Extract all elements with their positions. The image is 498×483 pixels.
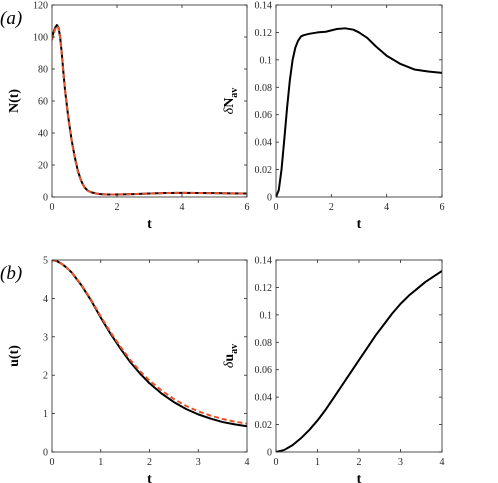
x-axis-label: t [147, 217, 152, 232]
y-tick-label: 0 [267, 193, 272, 204]
x-tick-label: 3 [398, 457, 403, 468]
x-tick-label: 4 [180, 202, 185, 213]
x-tick-label: 3 [196, 457, 201, 468]
y-tick-label: 40 [38, 129, 48, 140]
y-tick-label: 0 [43, 193, 48, 204]
chart-a-right: 0 2 4 6 0 0.02 0.04 0.06 0.08 0.1 0.12 0.14 t δNav [222, 1, 445, 233]
x-tick-label: 4 [384, 202, 389, 213]
x-tick-label: 2 [357, 457, 362, 468]
x-axis-label: t [147, 472, 152, 483]
x-tick-label: 6 [440, 202, 445, 213]
x-tick-label: 4 [440, 457, 445, 468]
y-tick-label: 0.12 [255, 28, 273, 39]
x-tick-label: 2 [115, 202, 120, 213]
y-tick-label: 0.02 [255, 165, 273, 176]
solid-series-line [276, 270, 442, 452]
x-tick-label: 0 [274, 202, 279, 213]
y-tick-label: 0.08 [255, 338, 273, 349]
axes-frame [51, 4, 248, 198]
y-tick-label: 0.1 [260, 310, 273, 321]
y-tick-label: 0.06 [255, 110, 273, 121]
y-tick-label: 60 [38, 97, 48, 108]
y-axis-label: N(t) [7, 89, 22, 113]
y-tick-label: 100 [33, 33, 48, 44]
y-tick-label: 3 [43, 332, 48, 343]
y-tick-label: 1 [43, 409, 48, 420]
y-axis-label: u(t) [7, 345, 22, 367]
x-tick-label: 0 [50, 202, 55, 213]
x-axis-label: t [357, 472, 362, 483]
y-tick-label: 0.1 [260, 55, 273, 66]
y-tick-label: 0.12 [255, 283, 273, 294]
y-axis-label: δuav [222, 344, 240, 368]
x-axis-label: t [357, 217, 362, 232]
chart-b-left: 0 1 2 3 4 0 1 2 3 4 5 t u(t) (b) [0, 256, 250, 483]
y-tick-label: 0.04 [255, 393, 273, 404]
y-axis-label: δNav [222, 88, 240, 115]
y-tick-label: 0.02 [255, 420, 273, 431]
y-tick-label: 0 [267, 448, 272, 459]
axes-frame [51, 259, 248, 453]
solid-series-line [276, 27, 442, 197]
x-tick-label: 1 [98, 457, 103, 468]
y-tick-label: 120 [33, 1, 48, 12]
x-tick-label: 0 [274, 457, 279, 468]
y-tick-label: 0.08 [255, 83, 273, 94]
dashed-series-line [52, 260, 247, 425]
x-tick-label: 2 [329, 202, 334, 213]
y-tick-label: 0.04 [255, 138, 273, 149]
solid-series-line [52, 260, 247, 428]
y-tick-label: 2 [43, 371, 48, 382]
y-tick-label: 0 [43, 448, 48, 459]
y-tick-label: 0.14 [255, 1, 273, 12]
axes-frame [275, 4, 443, 198]
y-tick-label: 20 [38, 161, 48, 172]
panel-label: (b) [0, 263, 22, 284]
panel-label: (a) [0, 8, 22, 29]
y-tick-label: 5 [43, 256, 48, 267]
chart-b-right: 0 1 2 3 4 0 0.02 0.04 0.06 0.08 0.1 0.12 0.14 t δuav [222, 256, 445, 483]
dashed-series-line [52, 24, 247, 196]
x-tick-label: 6 [245, 202, 250, 213]
y-tick-label: 4 [43, 294, 48, 305]
x-tick-label: 0 [50, 457, 55, 468]
x-tick-label: 2 [147, 457, 152, 468]
y-tick-label: 0.14 [255, 256, 273, 267]
solid-series-line [52, 24, 247, 196]
x-tick-label: 1 [315, 457, 320, 468]
y-tick-label: 0.06 [255, 365, 273, 376]
y-tick-label: 80 [38, 65, 48, 76]
x-tick-label: 4 [245, 457, 250, 468]
